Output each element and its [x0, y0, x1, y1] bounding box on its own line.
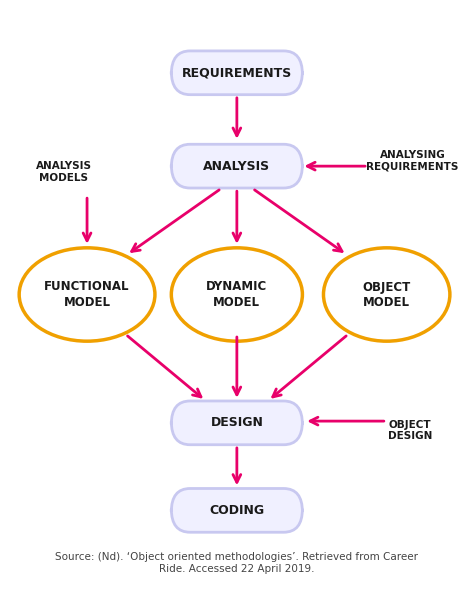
FancyBboxPatch shape [171, 144, 302, 188]
FancyBboxPatch shape [171, 401, 302, 445]
Ellipse shape [171, 248, 302, 341]
Text: DESIGN: DESIGN [210, 416, 263, 429]
Text: FUNCTIONAL
MODEL: FUNCTIONAL MODEL [44, 280, 130, 309]
Text: ANALYSIS: ANALYSIS [203, 160, 271, 173]
Text: DYNAMIC
MODEL: DYNAMIC MODEL [206, 280, 267, 309]
FancyBboxPatch shape [171, 51, 302, 95]
Text: ANALYSING
REQUIREMENTS: ANALYSING REQUIREMENTS [366, 150, 459, 171]
Text: Source: (Nd). ‘Object oriented methodologies’. Retrieved from Career
Ride. Acces: Source: (Nd). ‘Object oriented methodolo… [55, 552, 419, 574]
Ellipse shape [323, 248, 450, 341]
FancyBboxPatch shape [171, 488, 302, 532]
Ellipse shape [19, 248, 155, 341]
Text: OBJECT
MODEL: OBJECT MODEL [363, 280, 411, 309]
Text: REQUIREMENTS: REQUIREMENTS [182, 67, 292, 80]
Text: OBJECT
DESIGN: OBJECT DESIGN [388, 419, 432, 441]
Text: CODING: CODING [210, 504, 264, 517]
Text: ANALYSIS
MODELS: ANALYSIS MODELS [36, 161, 91, 183]
